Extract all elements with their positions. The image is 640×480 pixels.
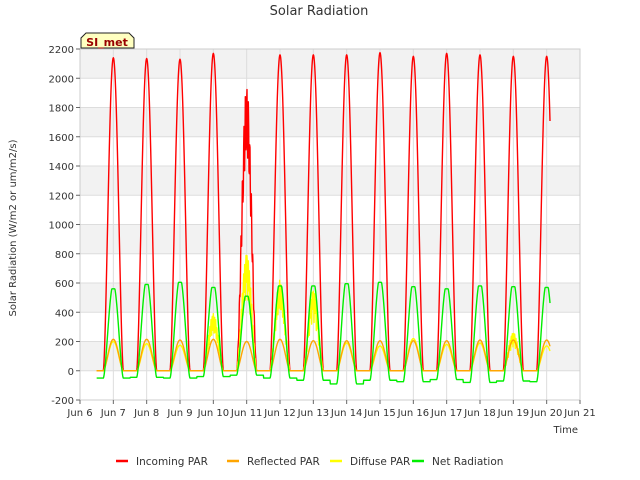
x-tick-label: Jun 19 (497, 408, 530, 419)
station-badge: SI_met (80, 32, 135, 49)
x-tick-label: Jun 7 (100, 408, 126, 419)
y-tick-label: 1600 (49, 133, 74, 144)
y-tick-label: 1800 (49, 104, 74, 115)
plot-band (80, 136, 580, 166)
x-tick-label: Jun 16 (397, 408, 430, 419)
plot-band (80, 283, 580, 313)
plot-band (80, 312, 580, 342)
y-tick-label: 1000 (49, 221, 74, 232)
plot-band (80, 49, 580, 79)
legend-label: Reflected PAR (247, 456, 320, 468)
x-tick-label: Jun 18 (463, 408, 496, 419)
plot-band (80, 166, 580, 196)
series-group (96, 51, 551, 385)
plot-band (80, 78, 580, 108)
y-axis-ticks: -200 0 200 400 600 800 1000 1200 1400 1600 1800 200… (49, 45, 80, 407)
x-tick-label: Jun 11 (230, 408, 263, 419)
legend-label: Incoming PAR (136, 456, 208, 468)
plot-band (80, 195, 580, 225)
y-tick-label: -200 (51, 396, 74, 407)
x-tick-label: Jun 6 (66, 408, 92, 419)
chart-title: Solar Radiation (270, 4, 369, 19)
plot-band (80, 253, 580, 283)
plot-band (80, 370, 580, 400)
legend-label: Diffuse PAR (350, 456, 410, 468)
y-tick-label: 2000 (49, 74, 74, 85)
legend: Incoming PAR Reflected PAR Diffuse PAR Net … (116, 456, 503, 468)
y-tick-label: 0 (68, 367, 74, 378)
plot-band (80, 107, 580, 137)
x-tick-label: Jun 17 (430, 408, 463, 419)
x-axis-ticks: Jun 6 Jun 7 Jun 8 Jun 9 Jun 10 Jun 11 Jun 12 Ju… (66, 400, 596, 419)
x-tick-label: Jun 12 (263, 408, 296, 419)
legend-label: Net Radiation (432, 456, 503, 468)
series-line-net-radiation (96, 281, 551, 385)
x-tick-label: Jun 13 (297, 408, 330, 419)
y-tick-label: 800 (55, 250, 74, 261)
plot-band (80, 341, 580, 371)
x-tick-label: Jun 8 (133, 408, 159, 419)
x-tick-label: Jun 10 (197, 408, 230, 419)
y-axis-label: Solar Radiation (W/m2 or um/m2/s) (8, 139, 19, 316)
x-tick-label: Jun 21 (563, 408, 596, 419)
y-tick-label: 2200 (49, 45, 74, 56)
y-tick-label: 1200 (49, 191, 74, 202)
x-tick-label: Jun 15 (363, 408, 396, 419)
x-tick-label: Jun 20 (530, 408, 563, 419)
y-tick-label: 200 (55, 338, 74, 349)
x-axis-label: Time (553, 425, 578, 436)
x-tick-label: Jun 9 (166, 408, 192, 419)
x-tick-label: Jun 14 (330, 408, 363, 419)
plot-band (80, 224, 580, 254)
station-badge-label: SI_met (86, 36, 128, 49)
station-badge-shape (80, 32, 135, 49)
y-tick-label: 600 (55, 279, 74, 290)
y-tick-label: 1400 (49, 162, 74, 173)
plot-background (80, 49, 580, 400)
y-tick-label: 400 (55, 308, 74, 319)
